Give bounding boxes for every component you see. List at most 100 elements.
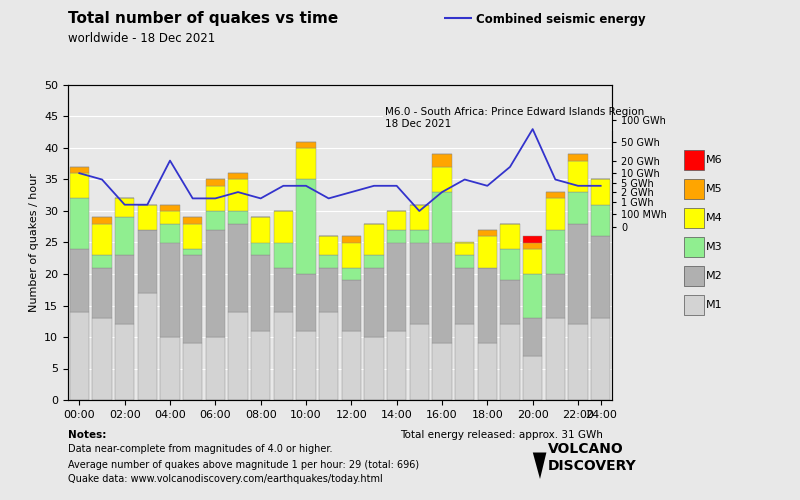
Bar [364, 224, 384, 255]
Bar [274, 211, 293, 242]
Bar [387, 330, 406, 400]
Bar [138, 293, 157, 400]
Bar [228, 312, 248, 400]
Text: M6.0 - South Africa: Prince Edward Islands Region
18 Dec 2021: M6.0 - South Africa: Prince Edward Islan… [386, 107, 645, 128]
Bar [296, 180, 316, 274]
Bar [296, 330, 316, 400]
Bar [568, 324, 588, 400]
Bar [568, 154, 588, 160]
Bar [364, 255, 384, 268]
Bar [432, 242, 452, 344]
Bar [591, 318, 610, 400]
Text: Quake data: www.volcanodiscovery.com/earthquakes/today.html: Quake data: www.volcanodiscovery.com/ear… [68, 474, 382, 484]
Bar [115, 198, 134, 218]
Bar [455, 268, 474, 324]
Bar [410, 230, 429, 242]
Bar [70, 249, 89, 312]
Bar [206, 211, 225, 230]
Bar [591, 236, 610, 318]
Bar [342, 236, 361, 242]
Bar [183, 255, 202, 344]
Bar [432, 167, 452, 192]
Bar [478, 268, 497, 344]
Bar [500, 249, 520, 280]
Bar [546, 274, 565, 318]
Bar [364, 268, 384, 337]
Bar [500, 224, 520, 249]
Bar [568, 192, 588, 224]
Bar [455, 324, 474, 400]
Bar [478, 344, 497, 400]
Bar [115, 218, 134, 255]
Bar [70, 173, 89, 199]
Bar [296, 142, 316, 148]
Bar [296, 148, 316, 180]
Text: M5: M5 [706, 184, 722, 194]
Bar [455, 255, 474, 268]
Bar [274, 268, 293, 312]
Bar [523, 249, 542, 274]
Bar [92, 218, 112, 224]
Bar [410, 242, 429, 324]
Bar [455, 242, 474, 255]
Bar [206, 180, 225, 186]
Bar [70, 312, 89, 400]
Bar [251, 218, 270, 242]
Text: M2: M2 [706, 271, 722, 281]
Bar [591, 204, 610, 236]
Bar [523, 356, 542, 400]
Text: Combined seismic energy: Combined seismic energy [476, 12, 646, 26]
Bar [432, 344, 452, 400]
Y-axis label: Number of quakes / hour: Number of quakes / hour [29, 173, 38, 312]
Bar [342, 330, 361, 400]
Bar [342, 280, 361, 330]
Bar [228, 224, 248, 312]
Bar [500, 280, 520, 324]
Bar [432, 154, 452, 167]
Bar [523, 318, 542, 356]
Bar [251, 330, 270, 400]
Bar [115, 255, 134, 324]
Bar [568, 224, 588, 324]
Bar [206, 186, 225, 211]
Text: Notes:: Notes: [68, 430, 106, 440]
Bar [251, 242, 270, 255]
Bar [410, 204, 429, 230]
Bar [500, 324, 520, 400]
Bar [568, 160, 588, 192]
Text: Data near-complete from magnitudes of 4.0 or higher.: Data near-complete from magnitudes of 4.… [68, 444, 333, 454]
Bar [319, 268, 338, 312]
Bar [92, 268, 112, 318]
Bar [319, 255, 338, 268]
Bar [523, 274, 542, 318]
Bar [251, 255, 270, 330]
Bar [523, 242, 542, 249]
Text: worldwide - 18 Dec 2021: worldwide - 18 Dec 2021 [68, 32, 215, 46]
Bar [342, 268, 361, 280]
Text: M6: M6 [706, 155, 722, 165]
Bar [478, 230, 497, 236]
Bar [160, 204, 180, 211]
Bar [478, 236, 497, 268]
Bar [319, 312, 338, 400]
Bar [183, 224, 202, 249]
Bar [206, 337, 225, 400]
Bar [92, 224, 112, 255]
Bar [160, 337, 180, 400]
Bar [591, 180, 610, 204]
Bar [274, 242, 293, 268]
Bar [410, 324, 429, 400]
Bar [319, 236, 338, 255]
Bar [228, 180, 248, 211]
Bar [160, 242, 180, 337]
Text: Total number of quakes vs time: Total number of quakes vs time [68, 10, 338, 26]
Bar [138, 230, 157, 293]
Bar [183, 249, 202, 255]
Bar [206, 230, 225, 337]
Bar [546, 230, 565, 274]
Text: M4: M4 [706, 213, 722, 223]
Text: VOLCANO
DISCOVERY: VOLCANO DISCOVERY [548, 442, 637, 473]
Bar [92, 318, 112, 400]
Bar [92, 255, 112, 268]
Bar [183, 344, 202, 400]
